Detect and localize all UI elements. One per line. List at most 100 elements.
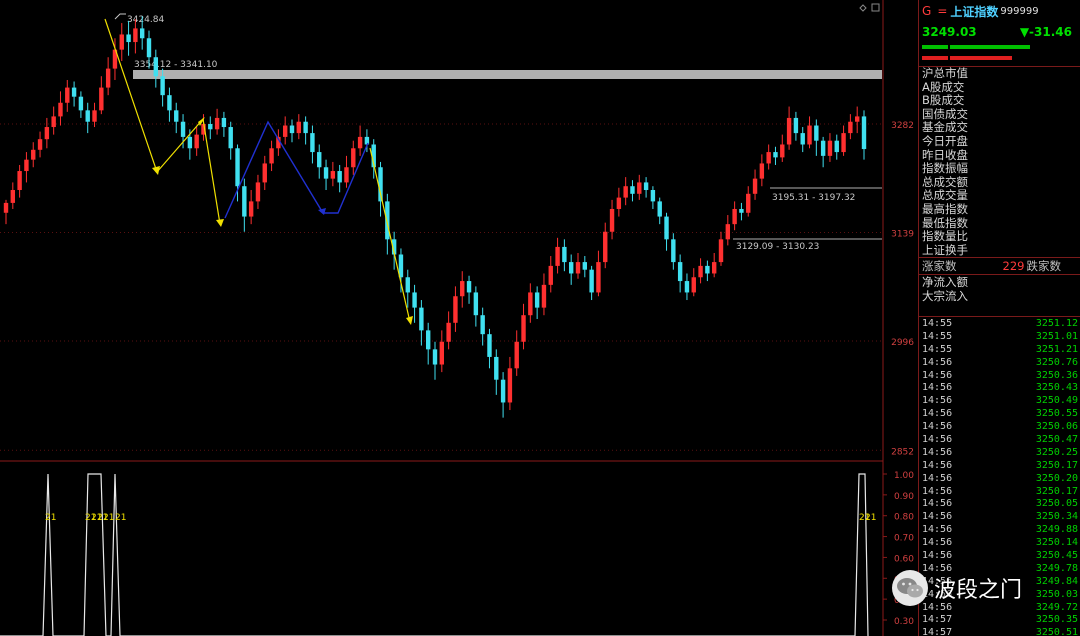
resistance-band xyxy=(133,70,882,79)
indicator-tick-label: 0.90 xyxy=(894,492,914,502)
tick-price: 3250.35 xyxy=(1035,614,1078,626)
candle-body xyxy=(201,124,206,135)
tick-time: 14:56 xyxy=(922,537,953,549)
indicator-tick-label: 0.70 xyxy=(894,534,914,544)
candle-body xyxy=(664,216,669,240)
candle-body xyxy=(214,117,220,130)
tick-price: 3250.51 xyxy=(1035,627,1078,636)
quote-header: G = 上证指数 999999 xyxy=(919,0,1080,22)
candle-body xyxy=(276,136,281,149)
g-label[interactable]: G xyxy=(922,4,932,18)
indicator-tick-label: 0.80 xyxy=(894,513,914,523)
tick-time: 14:56 xyxy=(922,601,953,613)
candle-body xyxy=(269,148,274,164)
tick-price: 3250.36 xyxy=(1035,369,1078,381)
candle-body xyxy=(671,239,676,263)
candle-body xyxy=(507,368,513,403)
tick-time: 14:56 xyxy=(922,459,953,471)
arrow-head xyxy=(198,117,205,126)
signal-label: 21 xyxy=(859,513,870,523)
decline-label: 跌家数 xyxy=(1026,259,1061,274)
tick-time: 14:56 xyxy=(922,588,953,600)
tick-time: 14:56 xyxy=(922,524,953,536)
candle-body xyxy=(160,76,165,96)
candle-body xyxy=(555,246,560,266)
candle-body xyxy=(371,144,376,168)
red-bar-2 xyxy=(950,56,1012,60)
tick-time: 14:56 xyxy=(922,356,953,368)
zone-top-label: 3354.12 - 3341.10 xyxy=(134,60,218,70)
candle-body xyxy=(630,186,635,194)
candle-body xyxy=(528,292,533,316)
candle-body xyxy=(194,134,199,149)
tick-price: 3250.34 xyxy=(1035,511,1078,523)
candle-body xyxy=(351,148,356,168)
tick-price: 3250.17 xyxy=(1035,485,1078,497)
tick-price: 3251.01 xyxy=(1035,330,1078,342)
candle-body xyxy=(473,292,479,316)
field-5: 今日开盘 xyxy=(922,133,968,148)
candle-body xyxy=(500,379,506,403)
candle-body xyxy=(677,262,683,282)
candle-body xyxy=(466,281,472,293)
flow-block: 大宗流入 xyxy=(922,289,968,304)
candle-body xyxy=(773,152,778,158)
tick-time: 14:56 xyxy=(922,485,953,497)
tick-price: 3250.25 xyxy=(1035,446,1078,458)
candle-body xyxy=(848,121,853,134)
candle-body xyxy=(752,178,758,194)
candle-body xyxy=(609,208,615,232)
candle-body xyxy=(330,171,336,179)
tick-row: 14:56 3249.88 xyxy=(919,524,1080,537)
candle-body xyxy=(800,133,805,145)
field-8: 总成交额 xyxy=(922,174,968,189)
tick-price: 3249.88 xyxy=(1035,524,1078,536)
field-list: 沪总市值 A股成交 B股成交 国债成交 基金成交 今日开盘 昨日收盘 指数振幅 总成交额 总成交量… xyxy=(919,66,1080,257)
candle-body xyxy=(289,125,295,134)
candle-body xyxy=(453,296,458,323)
indicator-tick-label: 1.00 xyxy=(894,471,914,481)
tick-time: 14:55 xyxy=(922,343,953,355)
tick-row: 14:56 3250.76 xyxy=(919,357,1080,370)
y-tick-label: 3282 xyxy=(891,121,914,131)
tick-row: 14:56 3250.03 xyxy=(919,589,1080,602)
candle-body xyxy=(425,330,431,350)
tick-list[interactable]: 14:55 3251.12 14:55 3251.01 14:55 3251.21 14:5… xyxy=(919,318,1080,636)
candle-body xyxy=(814,125,819,141)
candle-body xyxy=(521,315,526,342)
candle-body xyxy=(711,262,717,274)
candle-body xyxy=(337,171,342,183)
candle-body xyxy=(841,133,846,153)
candle-body xyxy=(589,269,594,293)
candle-body xyxy=(834,140,839,153)
tick-price: 3250.05 xyxy=(1035,498,1078,510)
chart-area[interactable]: 3282 3139 2996 2852 3354.12 - 3341.10 3195.31… xyxy=(0,0,918,636)
candle-body xyxy=(412,292,417,308)
candle-body xyxy=(167,95,172,111)
candle-body xyxy=(657,201,662,217)
candle-body xyxy=(480,315,485,335)
wechat-icon xyxy=(892,570,928,606)
candle-body xyxy=(208,124,213,130)
candle-body xyxy=(705,265,710,274)
candle-body xyxy=(623,186,628,198)
candle-body xyxy=(718,239,724,263)
field-9: 总成交量 xyxy=(922,188,968,203)
tick-price: 3250.76 xyxy=(1035,356,1078,368)
candle-body xyxy=(820,140,826,156)
candle-body xyxy=(112,49,118,69)
candle-body xyxy=(439,341,445,365)
tick-row: 14:55 3251.01 xyxy=(919,331,1080,344)
price-change: ▼-31.46 xyxy=(1019,25,1072,39)
menu-icon[interactable]: = xyxy=(937,4,948,18)
candle-body xyxy=(296,121,302,134)
flow-net: 净流入额 xyxy=(922,275,968,290)
field-7: 指数振幅 xyxy=(922,161,968,176)
candle-body xyxy=(228,127,233,149)
kline-chart[interactable]: 3282 3139 2996 2852 3354.12 - 3341.10 3195.31… xyxy=(0,0,918,636)
tick-time: 14:56 xyxy=(922,575,953,587)
candle-body xyxy=(65,87,70,103)
candle-body xyxy=(174,110,179,122)
tick-row: 14:56 3250.36 xyxy=(919,370,1080,383)
tick-time: 14:56 xyxy=(922,472,953,484)
